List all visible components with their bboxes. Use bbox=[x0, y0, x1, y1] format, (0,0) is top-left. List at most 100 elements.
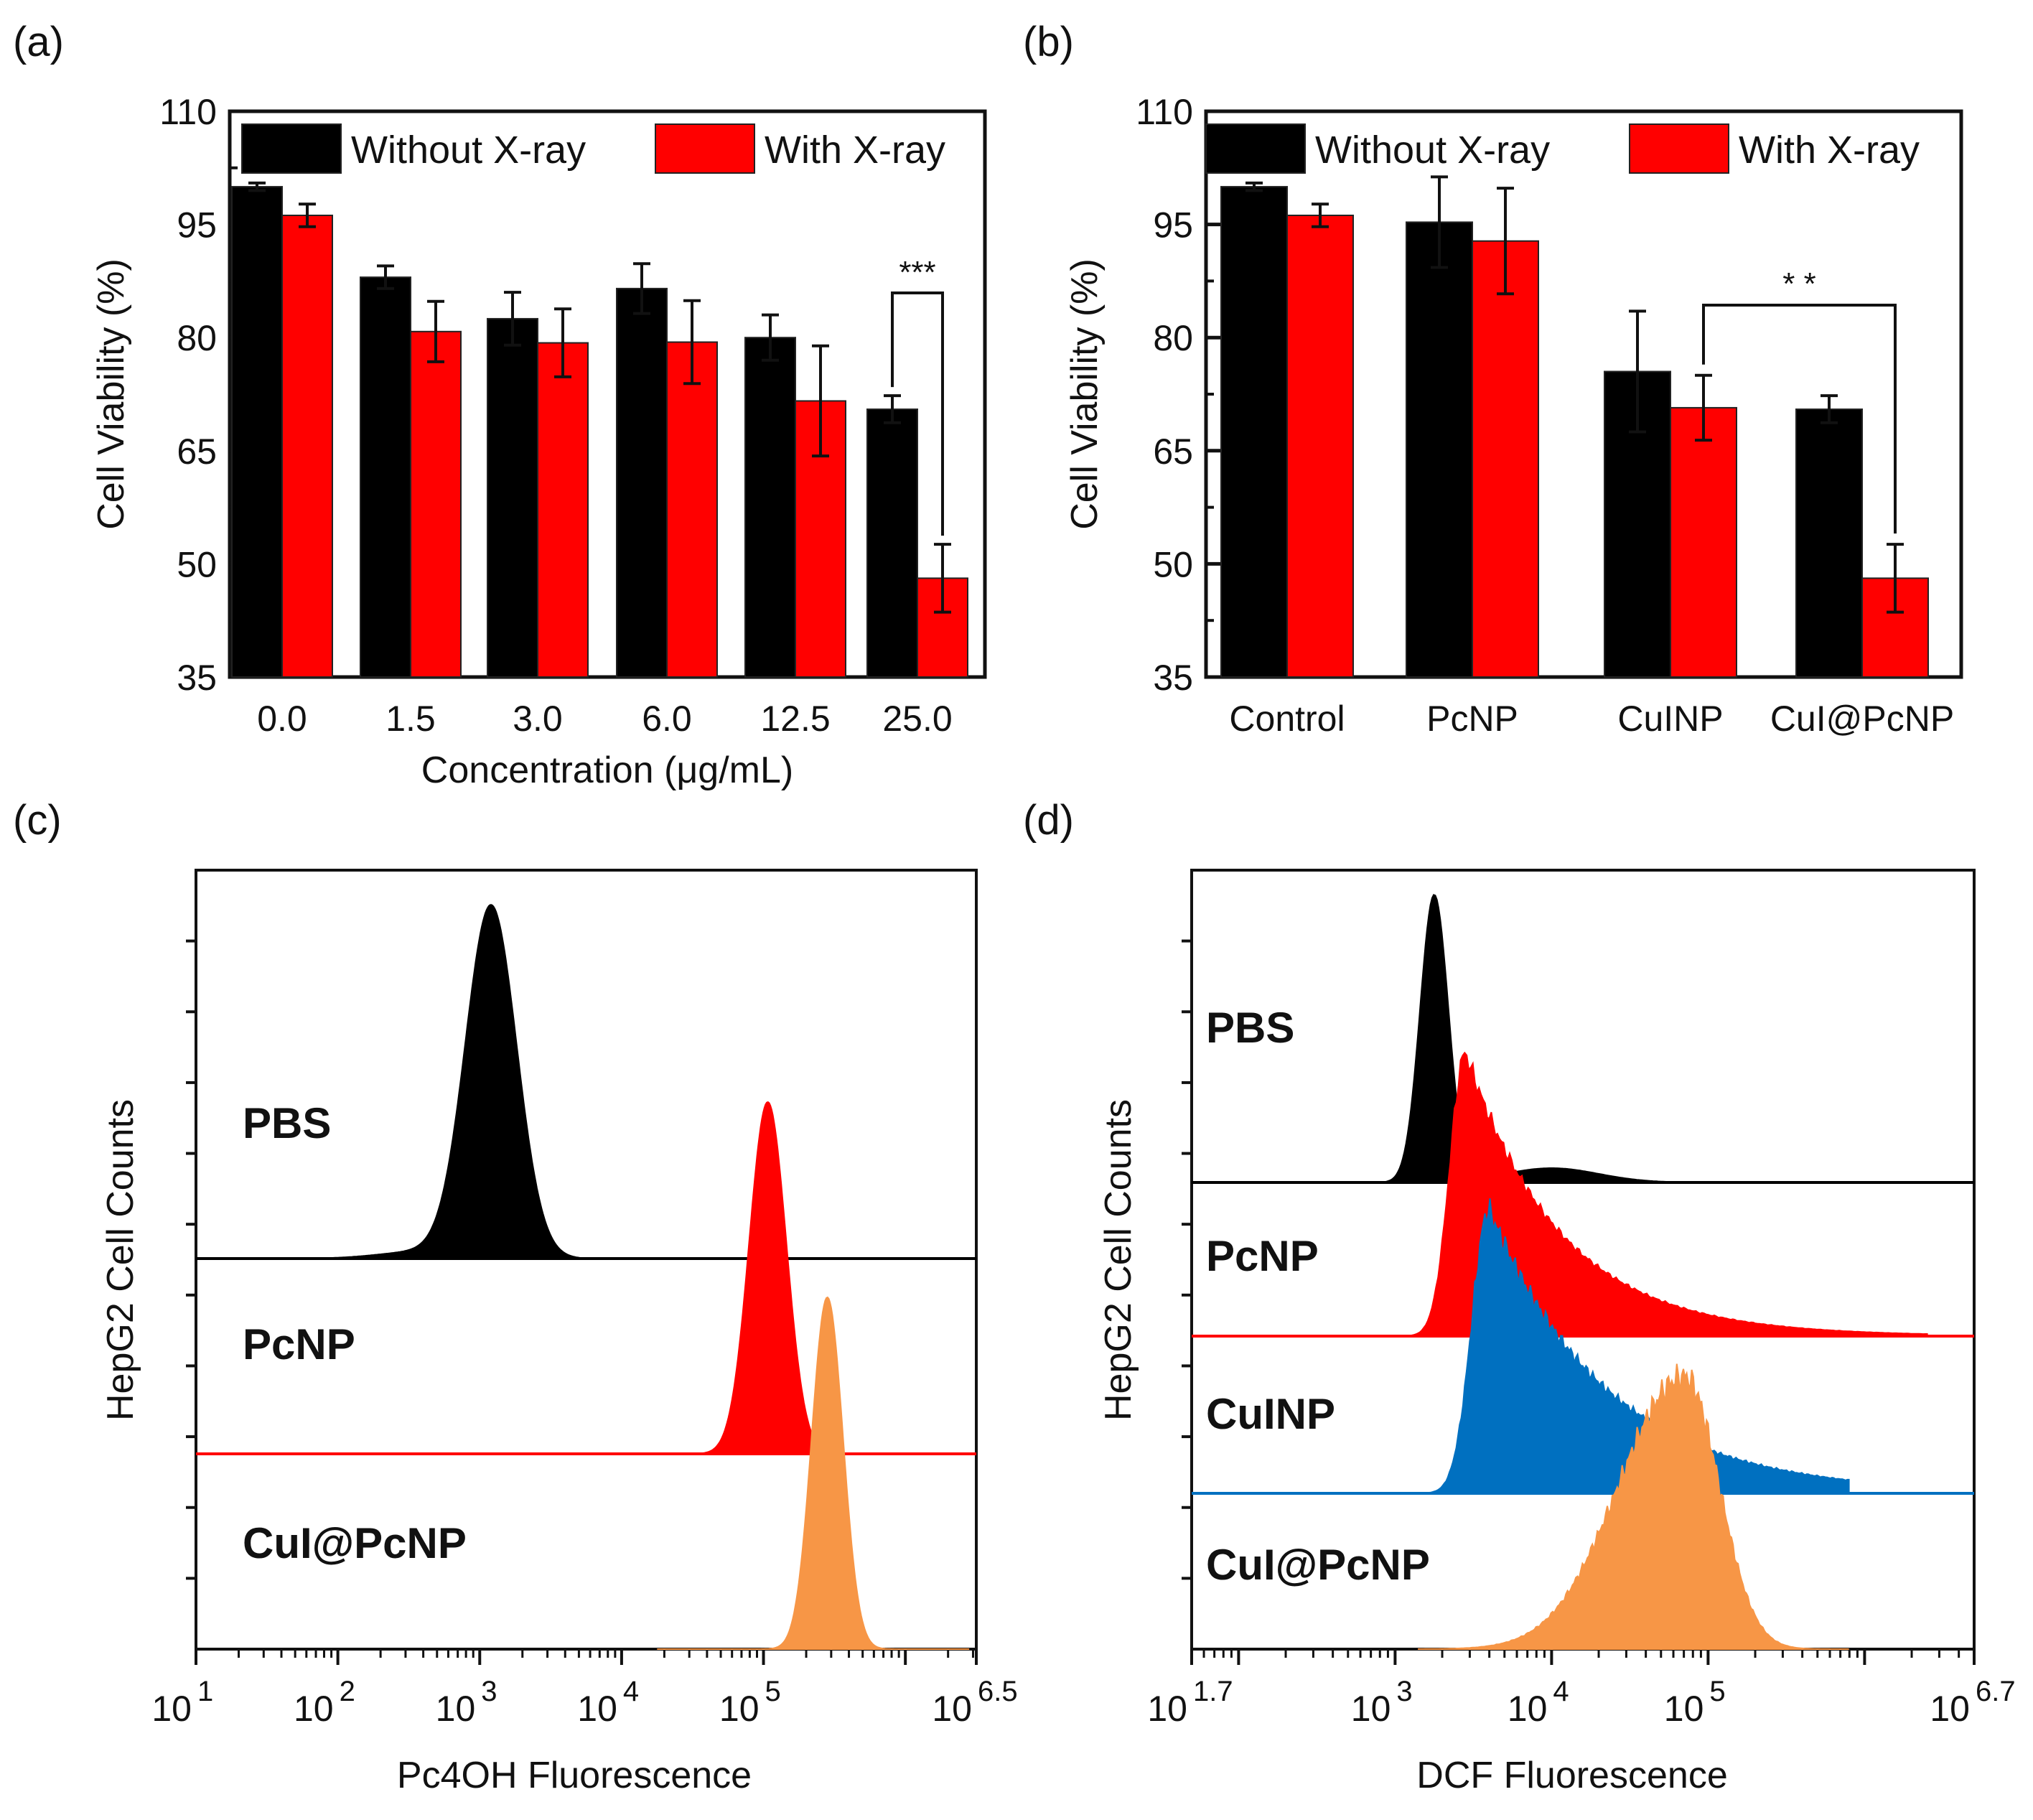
x-tick-exponent: 2 bbox=[340, 1676, 355, 1707]
x-tick-exponent: 1 bbox=[197, 1676, 213, 1707]
histogram-label: CuI@PcNP bbox=[1206, 1541, 1430, 1589]
x-tick-base: 10 bbox=[436, 1689, 476, 1729]
y-tick-label: 35 bbox=[177, 658, 217, 698]
bar bbox=[537, 342, 589, 678]
legend-label: Without X-ray bbox=[351, 129, 586, 172]
x-tick-label: Control bbox=[1229, 699, 1345, 739]
x-tick-label: 25.0 bbox=[882, 699, 952, 739]
y-tick-label: 50 bbox=[1153, 544, 1193, 584]
histogram-label: PBS bbox=[1206, 1004, 1294, 1052]
panel-a-ylabel: Cell Viability (%) bbox=[90, 258, 132, 530]
x-tick-label: 0.0 bbox=[257, 699, 307, 739]
x-tick-label: 12.5 bbox=[760, 699, 830, 739]
panel-label-d: (d) bbox=[1023, 797, 1074, 844]
x-tick-exponent: 3 bbox=[1396, 1676, 1412, 1707]
x-tick-base: 10 bbox=[1508, 1689, 1548, 1729]
x-tick-exponent: 4 bbox=[1553, 1676, 1569, 1707]
y-tick-label: 80 bbox=[1153, 318, 1193, 358]
x-tick-label: PcNP bbox=[1426, 699, 1518, 739]
bar bbox=[866, 409, 918, 678]
bar bbox=[1472, 240, 1539, 678]
bar bbox=[1286, 214, 1354, 678]
x-tick-label: 6.0 bbox=[642, 699, 692, 739]
significance-bracket bbox=[891, 291, 944, 536]
y-tick-label: 65 bbox=[1153, 431, 1193, 472]
histogram-cuipcnp bbox=[657, 1296, 970, 1650]
histogram-label: CuINP bbox=[1206, 1390, 1335, 1438]
significance-label: *** bbox=[899, 255, 935, 290]
y-tick-label: 35 bbox=[1153, 658, 1193, 698]
x-tick-base: 10 bbox=[1147, 1689, 1187, 1729]
panel-c-histogram: HepG2 Cell Counts Pc4OH Fluorescence 10 1… bbox=[100, 869, 1018, 1796]
bar bbox=[666, 341, 718, 678]
x-tick-label: CuINP bbox=[1617, 699, 1723, 739]
bar bbox=[1670, 406, 1737, 678]
bar bbox=[616, 287, 668, 678]
x-tick-base: 10 bbox=[294, 1689, 334, 1729]
histogram-label: CuI@PcNP bbox=[243, 1519, 467, 1567]
x-tick-label: CuI@PcNP bbox=[1770, 699, 1954, 739]
bar bbox=[281, 214, 333, 678]
y-tick-label: 110 bbox=[1136, 92, 1193, 132]
legend-label: With X-ray bbox=[1739, 129, 1920, 172]
x-tick-exponent: 6.5 bbox=[978, 1676, 1018, 1707]
y-tick-label: 110 bbox=[159, 92, 217, 132]
x-tick-base: 10 bbox=[1351, 1689, 1391, 1729]
panel-a-xlabel: Concentration (μg/mL) bbox=[421, 750, 793, 791]
x-tick-base: 10 bbox=[1930, 1689, 1970, 1729]
bar bbox=[1220, 186, 1288, 678]
histogram-label: PcNP bbox=[243, 1320, 355, 1368]
significance-bracket bbox=[1702, 304, 1897, 534]
panel-d-xlabel: DCF Fluorescence bbox=[1416, 1755, 1727, 1796]
x-tick-base: 10 bbox=[719, 1689, 760, 1729]
panel-d-ylabel: HepG2 Cell Counts bbox=[1098, 1099, 1139, 1421]
x-tick-exponent: 5 bbox=[1709, 1676, 1725, 1707]
panel-label-b: (b) bbox=[1023, 19, 1074, 65]
histogram-pbs bbox=[319, 904, 633, 1259]
histogram-pcnp bbox=[597, 1101, 910, 1455]
bar bbox=[231, 186, 283, 678]
histogram-label: PcNP bbox=[1206, 1232, 1319, 1280]
histogram-pbs bbox=[1363, 894, 1787, 1183]
bar bbox=[1795, 409, 1863, 678]
panel-b-ylabel: Cell Viability (%) bbox=[1064, 258, 1106, 530]
y-tick-label: 95 bbox=[177, 205, 217, 246]
legend-swatch bbox=[655, 123, 755, 174]
panel-label-a: (a) bbox=[13, 19, 64, 65]
y-tick-label: 65 bbox=[177, 431, 217, 472]
x-tick-exponent: 1.7 bbox=[1193, 1676, 1233, 1707]
histogram-pcnp bbox=[1395, 1051, 1928, 1337]
x-tick-exponent: 5 bbox=[765, 1676, 781, 1707]
y-tick-label: 50 bbox=[177, 544, 217, 584]
bar bbox=[1406, 221, 1473, 678]
bar bbox=[487, 317, 538, 678]
bar bbox=[410, 330, 462, 678]
legend-swatch bbox=[241, 123, 342, 174]
x-tick-base: 10 bbox=[1664, 1689, 1704, 1729]
panel-a-bar-chart: Cell Viability (%) Concentration (μg/mL)… bbox=[90, 92, 987, 791]
legend-label: Without X-ray bbox=[1315, 129, 1550, 172]
legend-swatch bbox=[1205, 123, 1306, 174]
x-tick-base: 10 bbox=[932, 1689, 972, 1729]
x-tick-label: 1.5 bbox=[385, 699, 436, 739]
x-tick-base: 10 bbox=[151, 1689, 192, 1729]
panel-c-ylabel: HepG2 Cell Counts bbox=[100, 1099, 141, 1421]
panel-c-xlabel: Pc4OH Fluorescence bbox=[397, 1755, 752, 1796]
legend-swatch bbox=[1629, 123, 1729, 174]
legend-label: With X-ray bbox=[765, 129, 945, 172]
panel-b-bar-chart: Cell Viability (%) 35 50 65 80 95 110 Control P… bbox=[1064, 92, 1963, 739]
y-tick-label: 80 bbox=[177, 318, 217, 358]
panel-d-histogram: HepG2 Cell Counts DCF Fluorescence 10 1.7… bbox=[1098, 869, 2016, 1796]
histogram-cuinp bbox=[1411, 1198, 1850, 1494]
x-tick-exponent: 3 bbox=[481, 1676, 497, 1707]
panel-label-c: (c) bbox=[13, 797, 62, 844]
x-tick-exponent: 6.7 bbox=[1976, 1676, 2016, 1707]
histogram-cuipcnp bbox=[1418, 1363, 1849, 1650]
x-tick-exponent: 4 bbox=[623, 1676, 639, 1707]
significance-label: * * bbox=[1782, 266, 1815, 302]
bar bbox=[744, 337, 796, 678]
x-tick-label: 3.0 bbox=[513, 699, 563, 739]
y-tick-label: 95 bbox=[1153, 205, 1193, 246]
x-tick-base: 10 bbox=[577, 1689, 617, 1729]
